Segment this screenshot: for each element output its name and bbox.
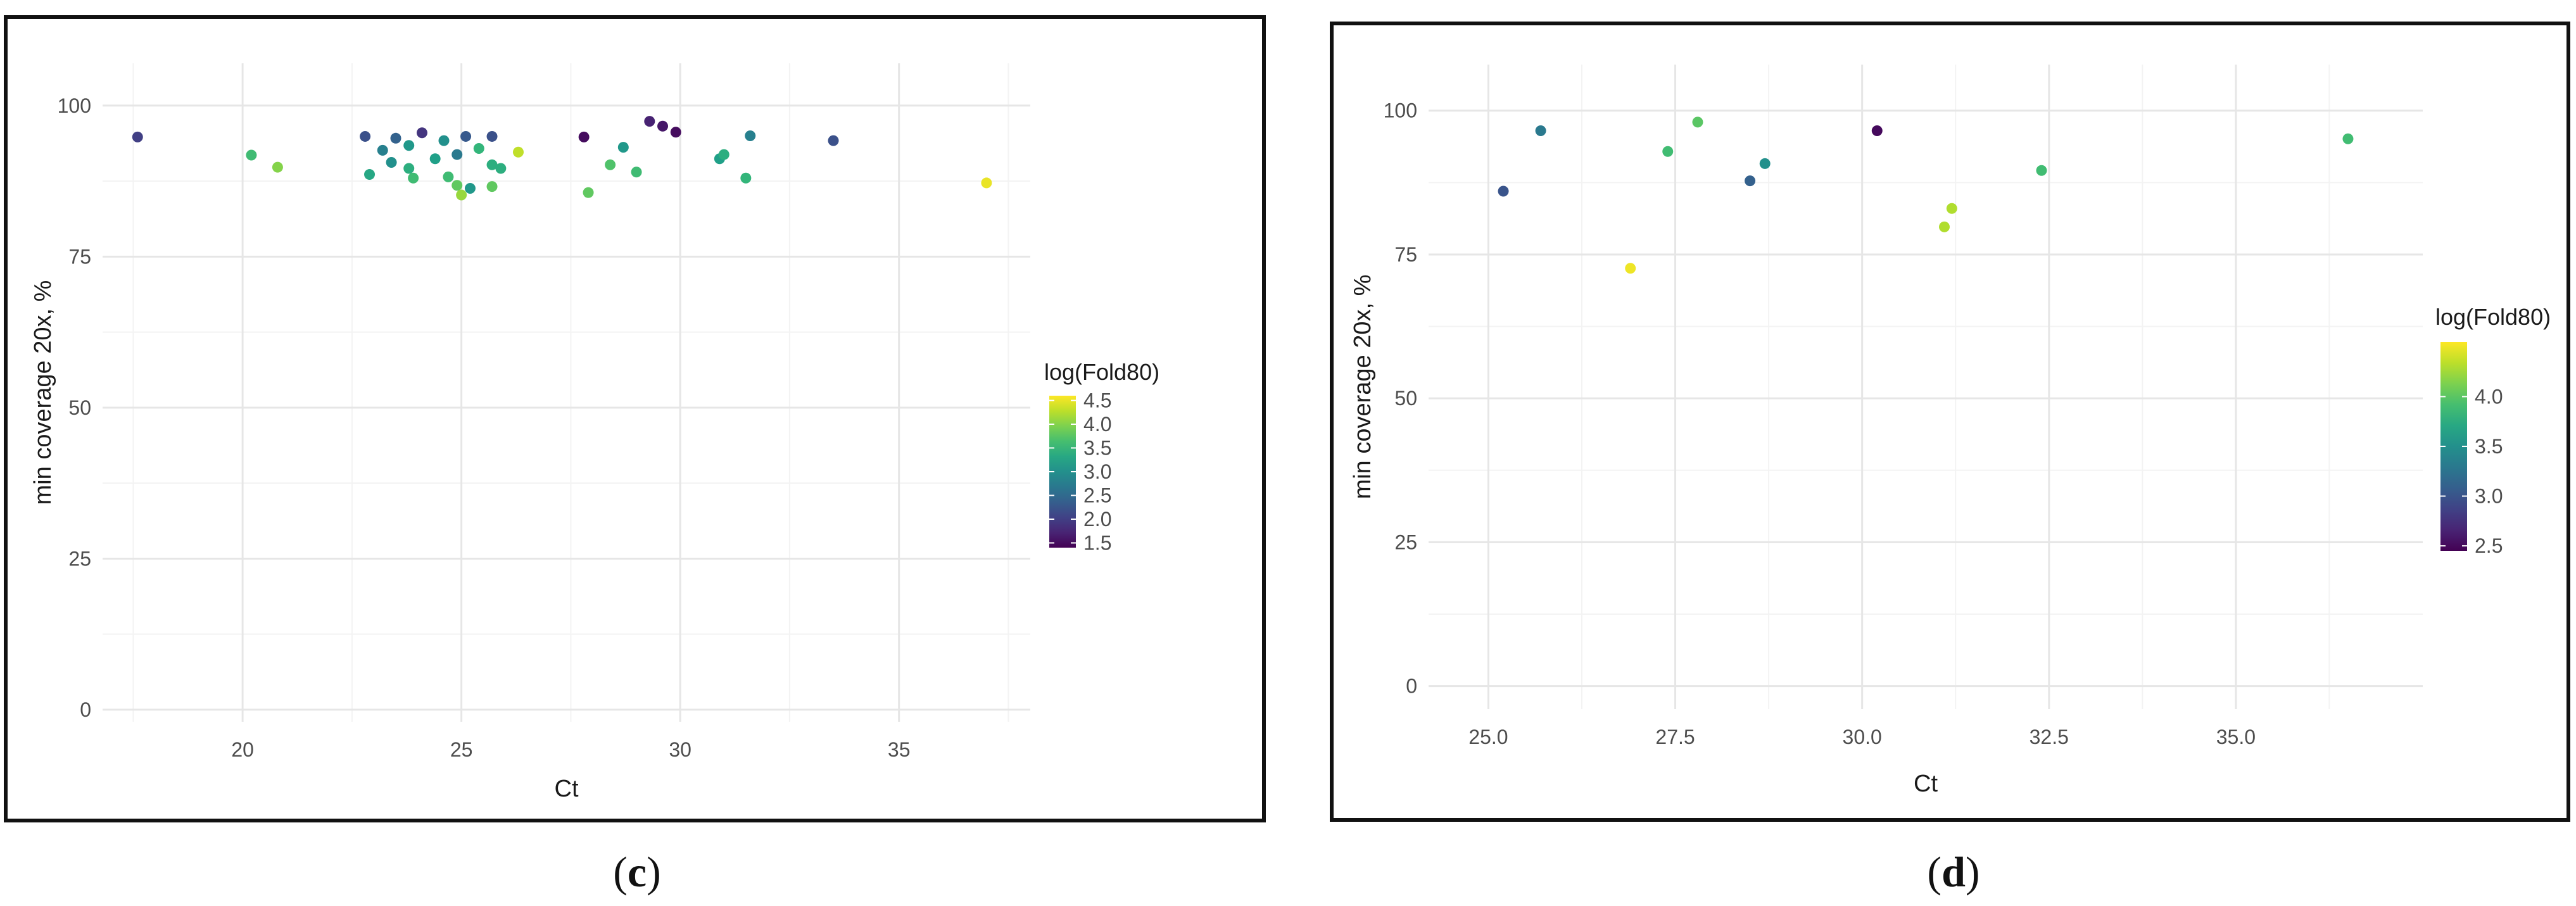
color-legend-c: log(Fold80) 1.52.02.53.03.54.04.5 xyxy=(1044,359,1159,555)
data-point xyxy=(1939,221,1950,232)
data-point xyxy=(1662,146,1674,157)
chart-panel-c: 0 25 50 75 100 20 25 30 35 Ct min coverage 20x, % l… xyxy=(4,15,1266,822)
data-point xyxy=(403,140,415,151)
data-point xyxy=(512,146,524,158)
chart-c-svg: 0 25 50 75 100 20 25 30 35 Ct min coverage 20x, % l… xyxy=(30,63,1159,802)
data-point xyxy=(631,167,642,178)
data-point xyxy=(578,131,590,142)
x-tick-label: 35 xyxy=(888,738,911,761)
y-axis-title: min coverage 20x, % xyxy=(30,280,56,505)
data-point xyxy=(981,177,992,189)
caption-d: (d) xyxy=(1927,848,1980,896)
legend-tick-label: 4.0 xyxy=(1083,413,1111,436)
data-point xyxy=(617,142,629,153)
y-tick-label: 100 xyxy=(58,94,91,117)
data-point xyxy=(1498,186,1509,197)
x-tick-label: 25 xyxy=(450,738,473,761)
data-point xyxy=(451,180,463,191)
legend-tick-label: 4.5 xyxy=(1083,389,1111,412)
y-tick-label: 50 xyxy=(1394,387,1417,410)
data-point xyxy=(416,127,427,139)
x-axis-title: Ct xyxy=(555,776,579,802)
data-point xyxy=(390,132,401,144)
data-point xyxy=(1871,125,1883,137)
legend-tick-label: 2.5 xyxy=(2475,534,2503,557)
data-point xyxy=(1946,203,1957,214)
legend-title: log(Fold80) xyxy=(1044,359,1159,385)
data-point xyxy=(451,149,463,160)
legend-tick-label: 4.0 xyxy=(2475,385,2503,408)
data-point xyxy=(644,116,655,127)
chart-panel-d: 0 25 50 75 100 25.0 27.5 30.0 32.5 35.0 Ct min cove… xyxy=(1330,22,2570,822)
y-tick-label: 0 xyxy=(1406,675,1417,698)
data-point xyxy=(360,130,371,142)
legend-tick-label: 3.0 xyxy=(1083,460,1111,483)
data-point xyxy=(583,187,594,198)
data-point xyxy=(2036,165,2047,176)
data-point xyxy=(745,130,756,141)
y-axis-title: min coverage 20x, % xyxy=(1349,275,1376,500)
chart-d-svg: 0 25 50 75 100 25.0 27.5 30.0 32.5 35.0 Ct min cove… xyxy=(1349,65,2551,797)
data-point xyxy=(403,163,415,174)
data-point xyxy=(443,171,454,182)
y-tick-label: 50 xyxy=(68,396,91,419)
x-tick-label: 35.0 xyxy=(2216,726,2256,748)
data-point xyxy=(1759,158,1771,169)
data-point xyxy=(272,161,283,173)
legend-tick-label: 3.5 xyxy=(1083,437,1111,460)
y-tick-label: 75 xyxy=(68,245,91,268)
data-point xyxy=(460,130,472,142)
data-point xyxy=(386,156,397,168)
legend-tick-label: 3.5 xyxy=(2475,435,2503,458)
x-tick-label: 32.5 xyxy=(2030,726,2069,748)
x-tick-label: 27.5 xyxy=(1655,726,1695,748)
x-axis-title: Ct xyxy=(1914,771,1938,797)
data-point xyxy=(2342,133,2354,144)
data-point xyxy=(364,169,376,180)
data-point xyxy=(495,163,507,174)
data-point xyxy=(438,135,450,146)
data-point xyxy=(408,172,419,184)
color-legend-d: log(Fold80) 2.5 3.0 3.5 4.0 xyxy=(2435,304,2551,557)
data-point xyxy=(486,130,498,142)
y-tick-label: 0 xyxy=(80,698,91,721)
data-point xyxy=(670,127,681,138)
data-point xyxy=(486,159,498,170)
y-tick-label: 75 xyxy=(1394,243,1417,266)
data-point xyxy=(1625,263,1636,274)
caption-c: (c) xyxy=(613,848,661,896)
data-point xyxy=(1535,125,1546,137)
y-tick-label: 25 xyxy=(68,547,91,570)
data-point xyxy=(464,183,476,194)
legend-title: log(Fold80) xyxy=(2435,304,2551,330)
data-point xyxy=(1692,116,1703,128)
data-point xyxy=(718,149,729,160)
y-tick-label: 100 xyxy=(1384,99,1417,122)
legend-tick-label: 2.0 xyxy=(1083,508,1111,531)
data-point xyxy=(456,189,467,201)
x-tick-label: 30.0 xyxy=(1843,726,1882,748)
data-point xyxy=(246,149,257,161)
data-point xyxy=(132,131,143,142)
data-point xyxy=(740,172,752,184)
x-tick-label: 25.0 xyxy=(1468,726,1508,748)
x-tick-label: 20 xyxy=(231,738,254,761)
data-point xyxy=(486,181,498,192)
plot-area-c: 0 25 50 75 100 20 25 30 35 Ct min coverage 20x, % xyxy=(30,63,1030,802)
data-point xyxy=(605,159,616,170)
data-point xyxy=(1745,175,1756,187)
data-point xyxy=(473,143,484,154)
legend-tick-label: 2.5 xyxy=(1083,484,1111,507)
x-tick-label: 30 xyxy=(669,738,691,761)
y-tick-label: 25 xyxy=(1394,531,1417,553)
plot-area-d: 0 25 50 75 100 25.0 27.5 30.0 32.5 35.0 Ct min cove… xyxy=(1349,65,2423,797)
data-point xyxy=(377,144,388,156)
legend-tick-label: 1.5 xyxy=(1083,532,1111,555)
data-point xyxy=(828,135,839,146)
data-point xyxy=(657,120,669,132)
legend-tick-label: 3.0 xyxy=(2475,485,2503,508)
data-point xyxy=(429,153,441,165)
